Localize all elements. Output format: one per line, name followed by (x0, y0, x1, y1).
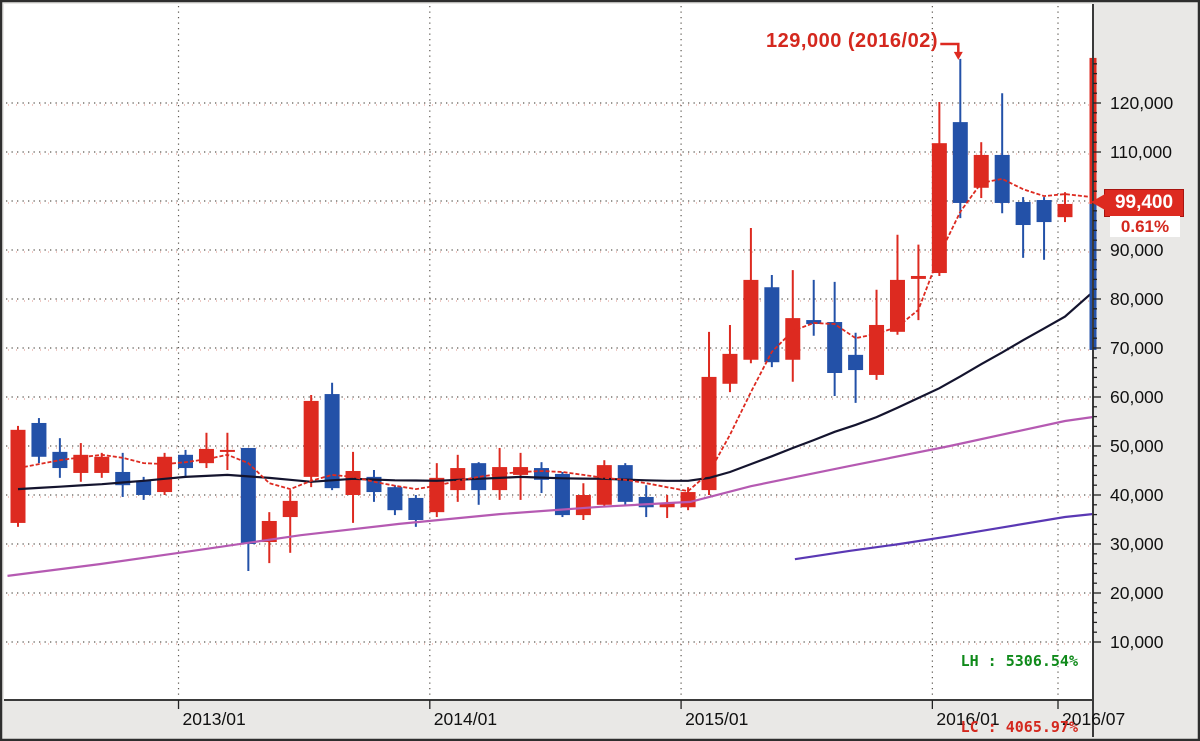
candle-body (157, 456, 173, 493)
candle-body (701, 376, 717, 491)
candle-body (282, 500, 298, 518)
candle-body (680, 492, 696, 508)
annotation-arrowhead-icon (953, 51, 963, 60)
y-axis-label: 10,000 (1110, 632, 1164, 652)
candle-body (889, 279, 905, 332)
candle-body (31, 422, 47, 457)
price-marker-arrow-icon (1091, 194, 1105, 210)
candle-body (638, 496, 654, 508)
ma-long-magenta (7, 416, 1093, 577)
y-axis-label: 80,000 (1110, 289, 1164, 309)
candle-body (910, 275, 926, 279)
candle-body (471, 463, 487, 491)
y-axis-label: 70,000 (1110, 338, 1164, 358)
ma-xlong-indigo (794, 513, 1093, 561)
y-axis-label: 30,000 (1110, 534, 1164, 554)
candle-body (764, 287, 780, 363)
candle-body (659, 503, 675, 508)
candle-body (931, 143, 947, 274)
legend: LH : 5306.54% LC : 4065.97% HC : -22.95% (938, 606, 1078, 741)
candle-body (1015, 201, 1031, 226)
candle-body (722, 353, 738, 384)
x-axis-label: 2016/07 (1062, 709, 1125, 729)
candle-body (10, 429, 26, 523)
candle-body (324, 394, 340, 489)
candle-body (94, 456, 110, 473)
candle-body (743, 279, 759, 360)
candle-body (345, 470, 361, 495)
x-axis-label: 2015/01 (685, 709, 748, 729)
y-axis-label: 40,000 (1110, 485, 1164, 505)
y-axis-label: 60,000 (1110, 387, 1164, 407)
legend-item-lc: LC : 4065.97% (960, 718, 1078, 736)
candle-body (596, 465, 612, 505)
ma-mid-black (17, 291, 1093, 491)
candle-body (198, 448, 214, 464)
current-price-marker: 99,400 (1091, 189, 1184, 217)
candle-body (994, 154, 1010, 203)
plot-area (4, 4, 1093, 700)
y-axis-label: 20,000 (1110, 583, 1164, 603)
candle-body (848, 354, 864, 371)
x-axis-label: 2014/01 (434, 709, 497, 729)
annotation-arrow (940, 42, 960, 53)
candle-body (73, 454, 89, 473)
candle-body (952, 122, 968, 203)
candle-body (136, 480, 152, 495)
y-axis-label: 120,000 (1110, 93, 1174, 113)
candle-body (513, 467, 529, 475)
candle-body (1057, 203, 1073, 218)
candle-body (1036, 200, 1052, 223)
candle-body (575, 495, 591, 516)
candle-body (219, 449, 235, 452)
y-axis-label: 110,000 (1110, 142, 1172, 162)
candle-body (869, 324, 885, 375)
candle-body (827, 322, 843, 373)
candle-body (303, 400, 319, 477)
y-axis-label: 90,000 (1110, 240, 1164, 260)
x-axis-label: 2016/01 (936, 709, 999, 729)
ma-short-red (17, 177, 1093, 493)
current-price-value: 99,400 (1114, 192, 1174, 213)
candle-body (617, 465, 633, 502)
candle-body (387, 487, 403, 511)
candle-body (785, 318, 801, 360)
candle-body (973, 154, 989, 188)
candle-body (240, 447, 256, 544)
candle-body (408, 497, 424, 520)
candle-body (429, 477, 445, 513)
candle-body (554, 473, 570, 516)
change-percent-badge: 0.61% (1110, 216, 1180, 237)
y-axis-label: 50,000 (1110, 436, 1164, 456)
legend-item-lh: LH : 5306.54% (960, 652, 1078, 670)
high-price-annotation: 129,000 (2016/02) (766, 30, 938, 52)
candle-body (534, 468, 549, 480)
candle-body (261, 520, 277, 543)
candle-body (806, 320, 822, 324)
x-axis-label: 2013/01 (183, 709, 246, 729)
